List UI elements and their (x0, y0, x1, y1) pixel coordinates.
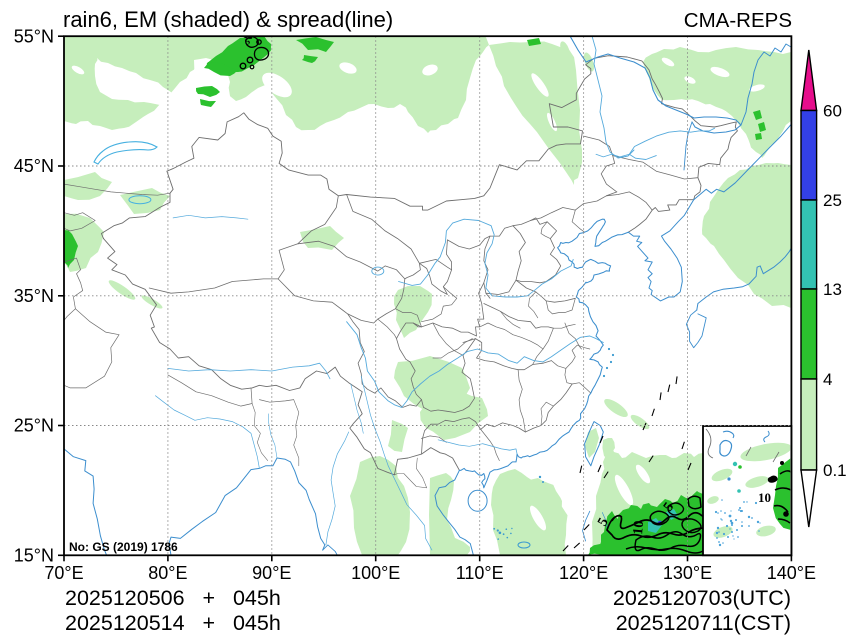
svg-text:100°E: 100°E (351, 563, 400, 583)
svg-text:0.1: 0.1 (823, 461, 847, 480)
svg-text:2025120514 + 045h: 2025120514 + 045h (65, 611, 281, 635)
svg-text:4: 4 (823, 370, 832, 389)
svg-text:110°E: 110°E (456, 563, 504, 583)
svg-text:rain6, EM (shaded) & spread(li: rain6, EM (shaded) & spread(line) (63, 7, 393, 32)
svg-text:80°E: 80°E (148, 563, 187, 583)
svg-text:130°E: 130°E (663, 563, 712, 583)
svg-text:90°E: 90°E (252, 563, 291, 583)
svg-text:10: 10 (631, 520, 647, 535)
svg-text:13: 13 (823, 280, 842, 299)
svg-text:140°E: 140°E (767, 563, 816, 583)
svg-text:15°N: 15°N (14, 546, 54, 566)
svg-text:25: 25 (823, 191, 842, 210)
svg-text:70°E: 70°E (44, 563, 83, 583)
svg-text:45°N: 45°N (14, 156, 54, 176)
svg-text:CMA-REPS: CMA-REPS (684, 9, 792, 32)
svg-text:10: 10 (758, 490, 771, 505)
svg-text:No: GS (2019) 1786: No: GS (2019) 1786 (69, 540, 178, 554)
svg-text:60: 60 (823, 102, 842, 121)
svg-text:55°N: 55°N (14, 26, 54, 46)
svg-text:25°N: 25°N (14, 416, 54, 436)
svg-text:2025120711(CST): 2025120711(CST) (616, 611, 791, 635)
svg-text:35°N: 35°N (14, 286, 54, 306)
svg-text:2025120506 + 045h: 2025120506 + 045h (65, 586, 281, 610)
svg-text:2025120703(UTC): 2025120703(UTC) (613, 586, 791, 610)
svg-text:5: 5 (243, 36, 252, 47)
svg-text:120°E: 120°E (559, 563, 608, 583)
